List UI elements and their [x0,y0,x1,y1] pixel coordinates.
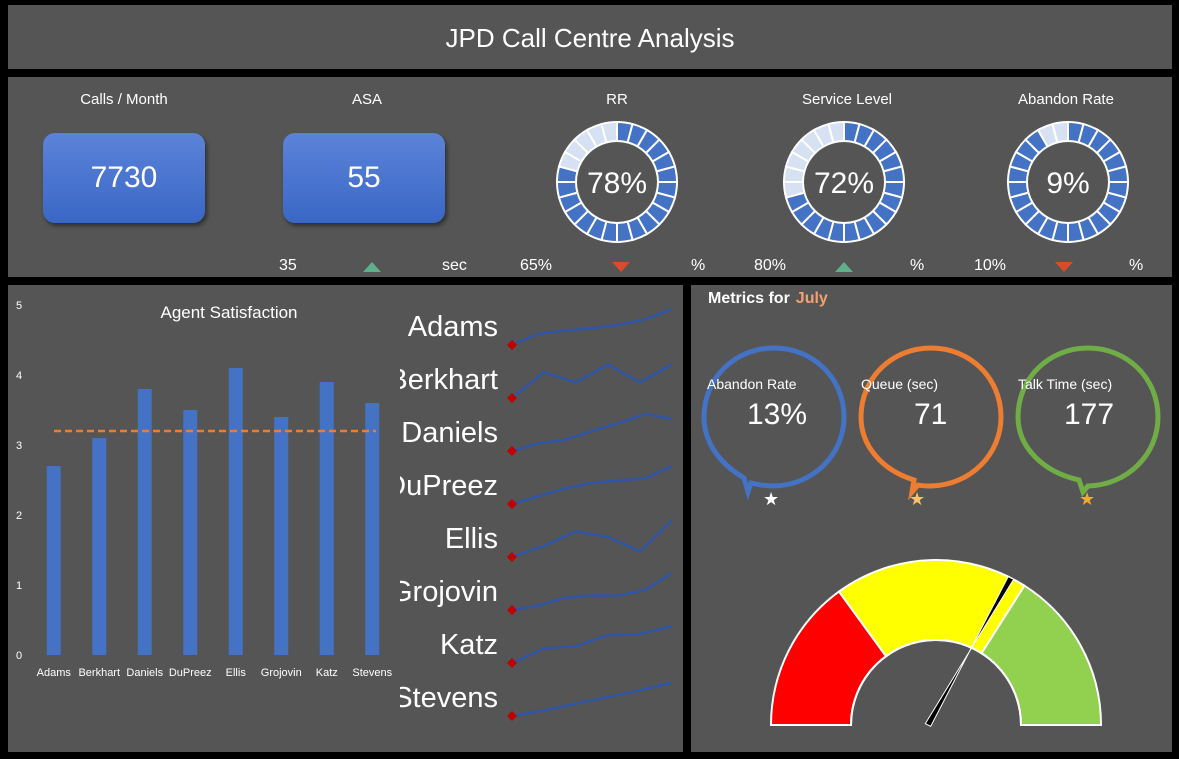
bar-dupreez [183,410,198,655]
queue-metric-label: Queue (sec) [861,376,939,392]
queue-star-icon: ★ [909,489,926,509]
rr-donut: 78% [555,120,679,244]
sparkline-berkhart [511,363,673,399]
rr-donut-segment [600,120,618,144]
agent-satisfaction-panel: Agent Satisfaction 0 1 2 3 4 5 Adams Berkhart Da… [8,285,683,752]
sparkline-agent-name: Grojovin [400,576,498,608]
sparkline-start-marker [507,605,517,615]
sparkline-katz [511,624,673,665]
bar-adams [46,466,61,655]
rr-trend-down-icon [612,262,630,272]
abandon-rate-star-icon: ★ [763,489,780,509]
y-tick-label: 3 [16,440,22,452]
rr-unit: % [691,257,706,274]
abandon-rate-label: Abandon Rate [1018,91,1114,108]
queue-bubble [858,345,1004,500]
abandon-rate-target: 10% [974,257,1007,274]
service-level-target: 80% [754,257,787,274]
calls-per-month-card: 7730 [43,133,205,223]
x-tick-label: Ellis [226,667,247,679]
abandon-rate-donut: 9% [1006,120,1130,244]
sparkline-start-marker [507,340,517,350]
sparkline-agent-name: Berkhart [400,364,498,396]
agent-satisfaction-chart: Agent Satisfaction 0 1 2 3 4 5 Adams Berkhart Da… [16,300,393,679]
queue-metric-value: 71 [914,398,948,431]
y-tick-label: 5 [16,300,22,312]
abandon-rate-trend-down-icon [1055,262,1073,272]
talk-time-metric-label: Talk Time (sec) [1018,376,1113,392]
service-level-donut-value: 72% [814,167,874,200]
kpi-panel: Calls / Month 7730 ASA 55 RR 78% Service… [8,77,1172,277]
sparkline-agent-name: Katz [440,629,498,661]
asa-unit: sec [442,257,467,274]
sparkline-agent-name: Adams [408,311,498,343]
service-level-donut: 72% [782,120,906,244]
title-panel: JPD Call Centre Analysis [8,5,1172,69]
performance-gauge [769,559,1103,728]
asa-target: 35 [279,257,297,274]
abandon-rate-metric-label: Abandon Rate [707,376,797,392]
x-tick-label: Berkhart [78,667,120,679]
talk-time-bubble [1015,345,1161,498]
service-level-trend-up-icon [835,262,853,272]
bar-berkhart [92,438,107,655]
sparkline-agent-name: Stevens [400,682,498,714]
asa-trend-up-icon [363,262,381,272]
sparkline-agent-name: DuPreez [400,470,498,502]
sparkline-start-marker [507,446,517,456]
rr-label: RR [606,91,628,108]
chart-title: Agent Satisfaction [160,303,297,322]
x-tick-label: Adams [37,667,72,679]
abandon-rate-metric-value: 13% [747,398,808,431]
x-tick-label: Grojovin [261,667,302,679]
x-tick-label: Stevens [352,667,392,679]
abandon-rate-donut-segment [1051,120,1069,144]
gauge-inner-arc [850,639,1022,726]
bar-katz [319,382,334,655]
metrics-panel: Metrics for July Abandon Rate 13% ★ Queue… [691,285,1172,752]
sparkline-dupreez [511,464,673,506]
y-tick-label: 0 [16,650,22,662]
agent-sparklines: Adams Berkhart Daniels DuPreez Ellis Grojovin… [400,308,673,721]
metrics-month: July [795,290,828,307]
abandon-rate-unit: % [1129,257,1144,274]
metrics-title: Metrics for July [708,290,828,308]
rr-donut-value: 78% [587,167,647,200]
sparkline-start-marker [507,711,517,721]
abandon-rate-bubble [701,345,847,500]
sparkline-start-marker [507,499,517,509]
asa-label: ASA [351,91,382,108]
abandon-rate-donut-value: 9% [1046,167,1089,200]
gauge-needle [924,575,1015,728]
y-tick-label: 4 [16,370,22,382]
service-level-unit: % [910,257,925,274]
service-level-label: Service Level [801,91,893,108]
bar-daniels [137,389,152,655]
metrics-title-label: Metrics for [708,290,790,307]
rr-target: 65% [520,257,553,274]
sparkline-stevens [511,681,673,718]
bar-stevens [365,403,380,655]
asa-card: 55 [283,133,445,223]
sparkline-agent-name: Ellis [445,523,498,555]
sparkline-agent-name: Daniels [401,417,498,449]
sparkline-daniels [511,412,673,453]
calls-per-month-label: Calls / Month [80,91,168,108]
sparkline-adams [511,308,673,347]
talk-time-star-icon: ★ [1079,489,1096,509]
page-title: JPD Call Centre Analysis [445,23,735,53]
x-tick-label: Daniels [126,667,163,679]
x-tick-label: DuPreez [169,667,212,679]
sparkline-grojovin [511,572,673,612]
service-level-donut-segment [827,120,845,144]
sparkline-start-marker [507,552,517,562]
y-tick-label: 1 [16,580,22,592]
talk-time-metric-value: 177 [1064,398,1115,431]
sparkline-start-marker [507,658,517,668]
sparkline-ellis [511,519,673,559]
y-tick-label: 2 [16,510,22,522]
bar-grojovin [274,417,289,655]
x-tick-label: Katz [316,667,338,679]
bar-ellis [228,368,243,655]
